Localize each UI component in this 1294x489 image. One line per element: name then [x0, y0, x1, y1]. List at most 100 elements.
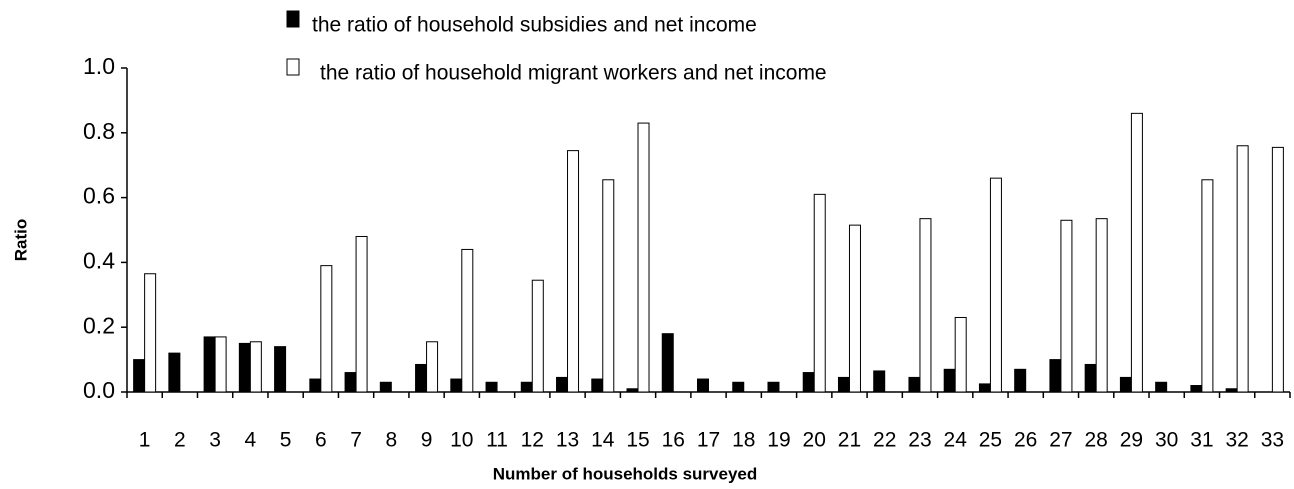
y-tick-label: 0.2	[83, 312, 115, 338]
bar	[214, 336, 227, 393]
bar	[238, 342, 251, 393]
x-tick-label: 10	[450, 429, 473, 452]
bar	[813, 193, 826, 393]
bar	[1084, 363, 1097, 393]
bar	[767, 381, 780, 393]
x-tick-label: 27	[1049, 429, 1072, 452]
bar	[344, 372, 357, 393]
x-tick-label: 14	[591, 429, 615, 452]
bar	[602, 179, 615, 393]
bar	[531, 279, 544, 393]
bar	[1201, 179, 1214, 393]
bar	[426, 341, 439, 393]
x-tick-label: 18	[732, 429, 755, 452]
x-tick-label: 15	[626, 429, 649, 452]
y-tick-label: 0.0	[83, 377, 115, 403]
x-tick-label: 20	[803, 429, 826, 452]
bar	[379, 381, 392, 393]
x-tick-label: 21	[838, 429, 861, 452]
bar	[626, 388, 639, 393]
bar	[1225, 388, 1238, 393]
legend-swatch	[286, 10, 300, 28]
bar	[168, 352, 181, 393]
bar	[309, 378, 322, 393]
x-tick-label: 3	[209, 429, 221, 452]
bar	[274, 346, 287, 393]
x-tick-label: 2	[174, 429, 186, 452]
bar	[697, 378, 709, 393]
bar	[144, 273, 157, 393]
bar	[320, 265, 333, 393]
bar	[919, 218, 932, 393]
legend-label: the ratio of household migrant workers a…	[320, 62, 827, 85]
x-tick-label: 25	[979, 429, 1002, 452]
bar	[943, 368, 956, 393]
bar	[978, 383, 991, 393]
bar	[461, 248, 474, 393]
x-tick-label: 22	[873, 429, 896, 452]
bar	[1119, 376, 1132, 393]
x-tick-label: 24	[944, 429, 968, 452]
bar	[661, 333, 674, 393]
bar	[1014, 368, 1027, 393]
bar	[1095, 218, 1108, 393]
x-tick-label: 23	[908, 429, 931, 452]
bar	[873, 370, 886, 393]
x-tick-label: 30	[1155, 429, 1178, 452]
bar	[203, 336, 216, 393]
x-tick-label: 16	[662, 429, 685, 452]
y-axis-label: Ratio	[11, 219, 30, 262]
x-tick-label: 4	[245, 429, 257, 452]
y-tick-label: 0.6	[83, 183, 115, 209]
x-tick-label: 9	[421, 429, 433, 452]
x-axis-label: Number of households surveyed	[493, 464, 758, 483]
bar	[1190, 385, 1203, 393]
bar	[1130, 112, 1143, 393]
x-tick-label: 33	[1261, 429, 1284, 452]
x-tick-label: 28	[1084, 429, 1107, 452]
y-tick-label: 0.8	[83, 118, 115, 144]
bar	[415, 363, 428, 393]
x-tick-label: 6	[315, 429, 327, 452]
x-tick-label: 13	[556, 429, 579, 452]
bar	[591, 378, 604, 393]
x-tick-label: 5	[280, 429, 292, 452]
x-tick-label: 12	[521, 429, 544, 452]
bar	[1060, 219, 1073, 393]
x-tick-label: 17	[697, 429, 720, 452]
x-tick-label: 7	[350, 429, 362, 452]
bar	[802, 372, 815, 393]
bar	[848, 224, 861, 393]
bar	[450, 378, 463, 393]
y-tick-label: 1.0	[83, 53, 115, 79]
bar	[355, 235, 368, 393]
legend-swatch	[286, 58, 300, 76]
bar	[954, 316, 967, 393]
bar	[837, 376, 850, 393]
y-tick-label: 0.4	[83, 247, 115, 273]
bar	[1236, 145, 1249, 393]
x-tick-label: 19	[767, 429, 790, 452]
bar	[133, 359, 146, 393]
bar	[989, 177, 1002, 393]
x-tick-label: 31	[1190, 429, 1213, 452]
x-tick-label: 8	[385, 429, 397, 452]
bar	[732, 381, 745, 393]
x-tick-label: 26	[1014, 429, 1037, 452]
bar	[1155, 381, 1168, 393]
legend-label: the ratio of household subsidies and net…	[312, 14, 757, 37]
bar	[908, 376, 921, 393]
x-tick-label: 1	[139, 429, 151, 452]
x-tick-label: 32	[1225, 429, 1248, 452]
x-tick-label: 29	[1120, 429, 1143, 452]
bar	[567, 150, 580, 393]
bar	[556, 376, 569, 393]
bar	[637, 122, 650, 393]
bar	[520, 381, 533, 393]
bar	[1049, 359, 1062, 393]
x-tick-label: 11	[486, 429, 508, 452]
bar	[1271, 146, 1284, 393]
bar	[485, 381, 498, 393]
bar	[249, 341, 262, 393]
